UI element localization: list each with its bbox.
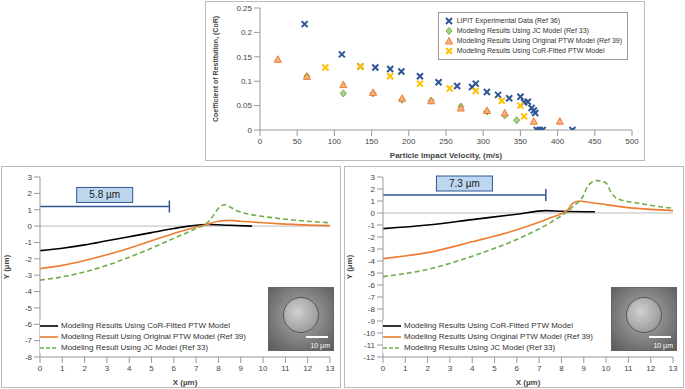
html-text:Modeling Results Using JC Mode: Modeling Results Using JC Model (Ref 33) (456, 27, 589, 34)
svg-text:10: 10 (602, 364, 611, 373)
svg-text:50: 50 (293, 137, 302, 146)
svg-text:-8: -8 (368, 305, 376, 314)
svg-text:150: 150 (365, 137, 379, 146)
svg-text:0: 0 (381, 364, 386, 373)
svg-text:-7: -7 (368, 293, 376, 302)
svg-text:3: 3 (448, 364, 453, 373)
svg-text:0: 0 (248, 126, 253, 135)
svg-text:2: 2 (82, 364, 87, 373)
svg-text:-2: -2 (368, 233, 376, 242)
svg-text:-10: -10 (363, 329, 375, 338)
svg-text:8: 8 (216, 364, 221, 373)
svg-text:3: 3 (371, 173, 376, 182)
svg-text:12: 12 (646, 364, 655, 373)
svg-text:450: 450 (588, 137, 602, 146)
svg-text:4: 4 (470, 364, 475, 373)
svg-text:12: 12 (303, 364, 312, 373)
svg-text:100: 100 (328, 137, 342, 146)
svg-text:-3: -3 (368, 245, 376, 254)
svg-text:2: 2 (425, 364, 430, 373)
html-text:10 µm: 10 µm (310, 342, 330, 349)
svg-text:1: 1 (60, 364, 65, 373)
svg-text:3: 3 (28, 173, 33, 182)
svg-text:0.05: 0.05 (236, 101, 252, 110)
html-text:Modeling Results Using CoR-Fit: Modeling Results Using CoR-Fitted PTW Mo… (61, 321, 230, 330)
svg-text:-11: -11 (364, 341, 376, 350)
svg-text:X (µm): X (µm) (173, 378, 198, 387)
svg-text:13: 13 (326, 364, 335, 373)
svg-text:0: 0 (38, 364, 43, 373)
svg-text:8: 8 (559, 364, 564, 373)
svg-text:-4: -4 (368, 257, 376, 266)
svg-text:350: 350 (514, 137, 528, 146)
svg-text:X (µm): X (µm) (516, 378, 541, 387)
svg-text:-8: -8 (25, 353, 33, 362)
svg-text:11: 11 (281, 364, 290, 373)
svg-text:-1: -1 (368, 221, 376, 230)
svg-text:Particle Impact Velocity, (m/s: Particle Impact Velocity, (m/s) (390, 151, 503, 160)
svg-text:-4: -4 (25, 287, 33, 296)
svg-text:5.8 µm: 5.8 µm (89, 189, 120, 200)
html-text:Modeling Results Using CoR-Fit: Modeling Results Using CoR-Fitted PTW Mo… (456, 47, 605, 54)
svg-text:10: 10 (259, 364, 268, 373)
svg-text:-12: -12 (363, 353, 375, 362)
svg-text:-6: -6 (368, 281, 376, 290)
svg-text:9: 9 (582, 364, 587, 373)
svg-text:250: 250 (439, 137, 453, 146)
svg-text:1: 1 (28, 206, 33, 215)
svg-text:0: 0 (28, 222, 33, 231)
svg-text:-1: -1 (25, 238, 33, 247)
svg-text:Coefficient of Restitution, (C: Coefficient of Restitution, (CoR) (212, 16, 220, 122)
svg-text:2: 2 (371, 185, 376, 194)
svg-text:1: 1 (403, 364, 408, 373)
html-text:Modeling Results Using JC Mode: Modeling Results Using JC Model (Ref 33) (404, 343, 556, 352)
html-text:10 µm: 10 µm (653, 342, 673, 349)
svg-text:Y (µm): Y (µm) (345, 254, 354, 279)
svg-text:7.3 µm: 7.3 µm (449, 178, 480, 189)
svg-text:-7: -7 (25, 336, 33, 345)
svg-text:6: 6 (515, 364, 520, 373)
svg-text:Y (µm): Y (µm) (2, 254, 11, 279)
html-text:Modeling Results Using Origina: Modeling Results Using Original PTW Mode… (404, 332, 593, 341)
svg-text:500: 500 (625, 137, 639, 146)
svg-text:4: 4 (127, 364, 132, 373)
svg-text:0.2: 0.2 (241, 28, 253, 37)
svg-text:0: 0 (258, 137, 263, 146)
svg-text:0.25: 0.25 (236, 4, 252, 13)
html-text:Modeling Results Using Origina: Modeling Results Using Original PTW Mode… (456, 37, 622, 44)
svg-text:1: 1 (371, 197, 376, 206)
svg-text:-3: -3 (25, 271, 33, 280)
svg-text:5: 5 (149, 364, 154, 373)
svg-text:11: 11 (624, 364, 633, 373)
svg-text:-2: -2 (25, 255, 33, 264)
svg-text:3: 3 (105, 364, 110, 373)
svg-text:2: 2 (28, 189, 33, 198)
svg-text:6: 6 (172, 364, 177, 373)
svg-text:13: 13 (669, 364, 678, 373)
svg-text:9: 9 (239, 364, 244, 373)
svg-text:300: 300 (477, 137, 491, 146)
html-text:LIPIT Experimental Data (Ref 3: LIPIT Experimental Data (Ref 36) (456, 17, 560, 24)
html-text:Modeling Result Using JC Model: Modeling Result Using JC Model (Ref 33) (61, 343, 209, 352)
svg-text:-5: -5 (368, 269, 376, 278)
svg-text:0.1: 0.1 (241, 77, 253, 86)
svg-text:200: 200 (402, 137, 416, 146)
svg-text:0.15: 0.15 (236, 53, 252, 62)
svg-text:7: 7 (194, 364, 199, 373)
svg-text:7: 7 (537, 364, 542, 373)
svg-text:5: 5 (492, 364, 497, 373)
svg-text:400: 400 (551, 137, 565, 146)
svg-text:-6: -6 (25, 320, 33, 329)
html-text:Modeling Results Using CoR-Fit: Modeling Results Using CoR-Fitted PTW Mo… (404, 321, 573, 330)
svg-text:-5: -5 (25, 304, 33, 313)
svg-text:-9: -9 (368, 317, 376, 326)
html-text:Modeling Result Using Original: Modeling Result Using Original PTW Model… (61, 332, 246, 341)
svg-text:0: 0 (371, 209, 376, 218)
